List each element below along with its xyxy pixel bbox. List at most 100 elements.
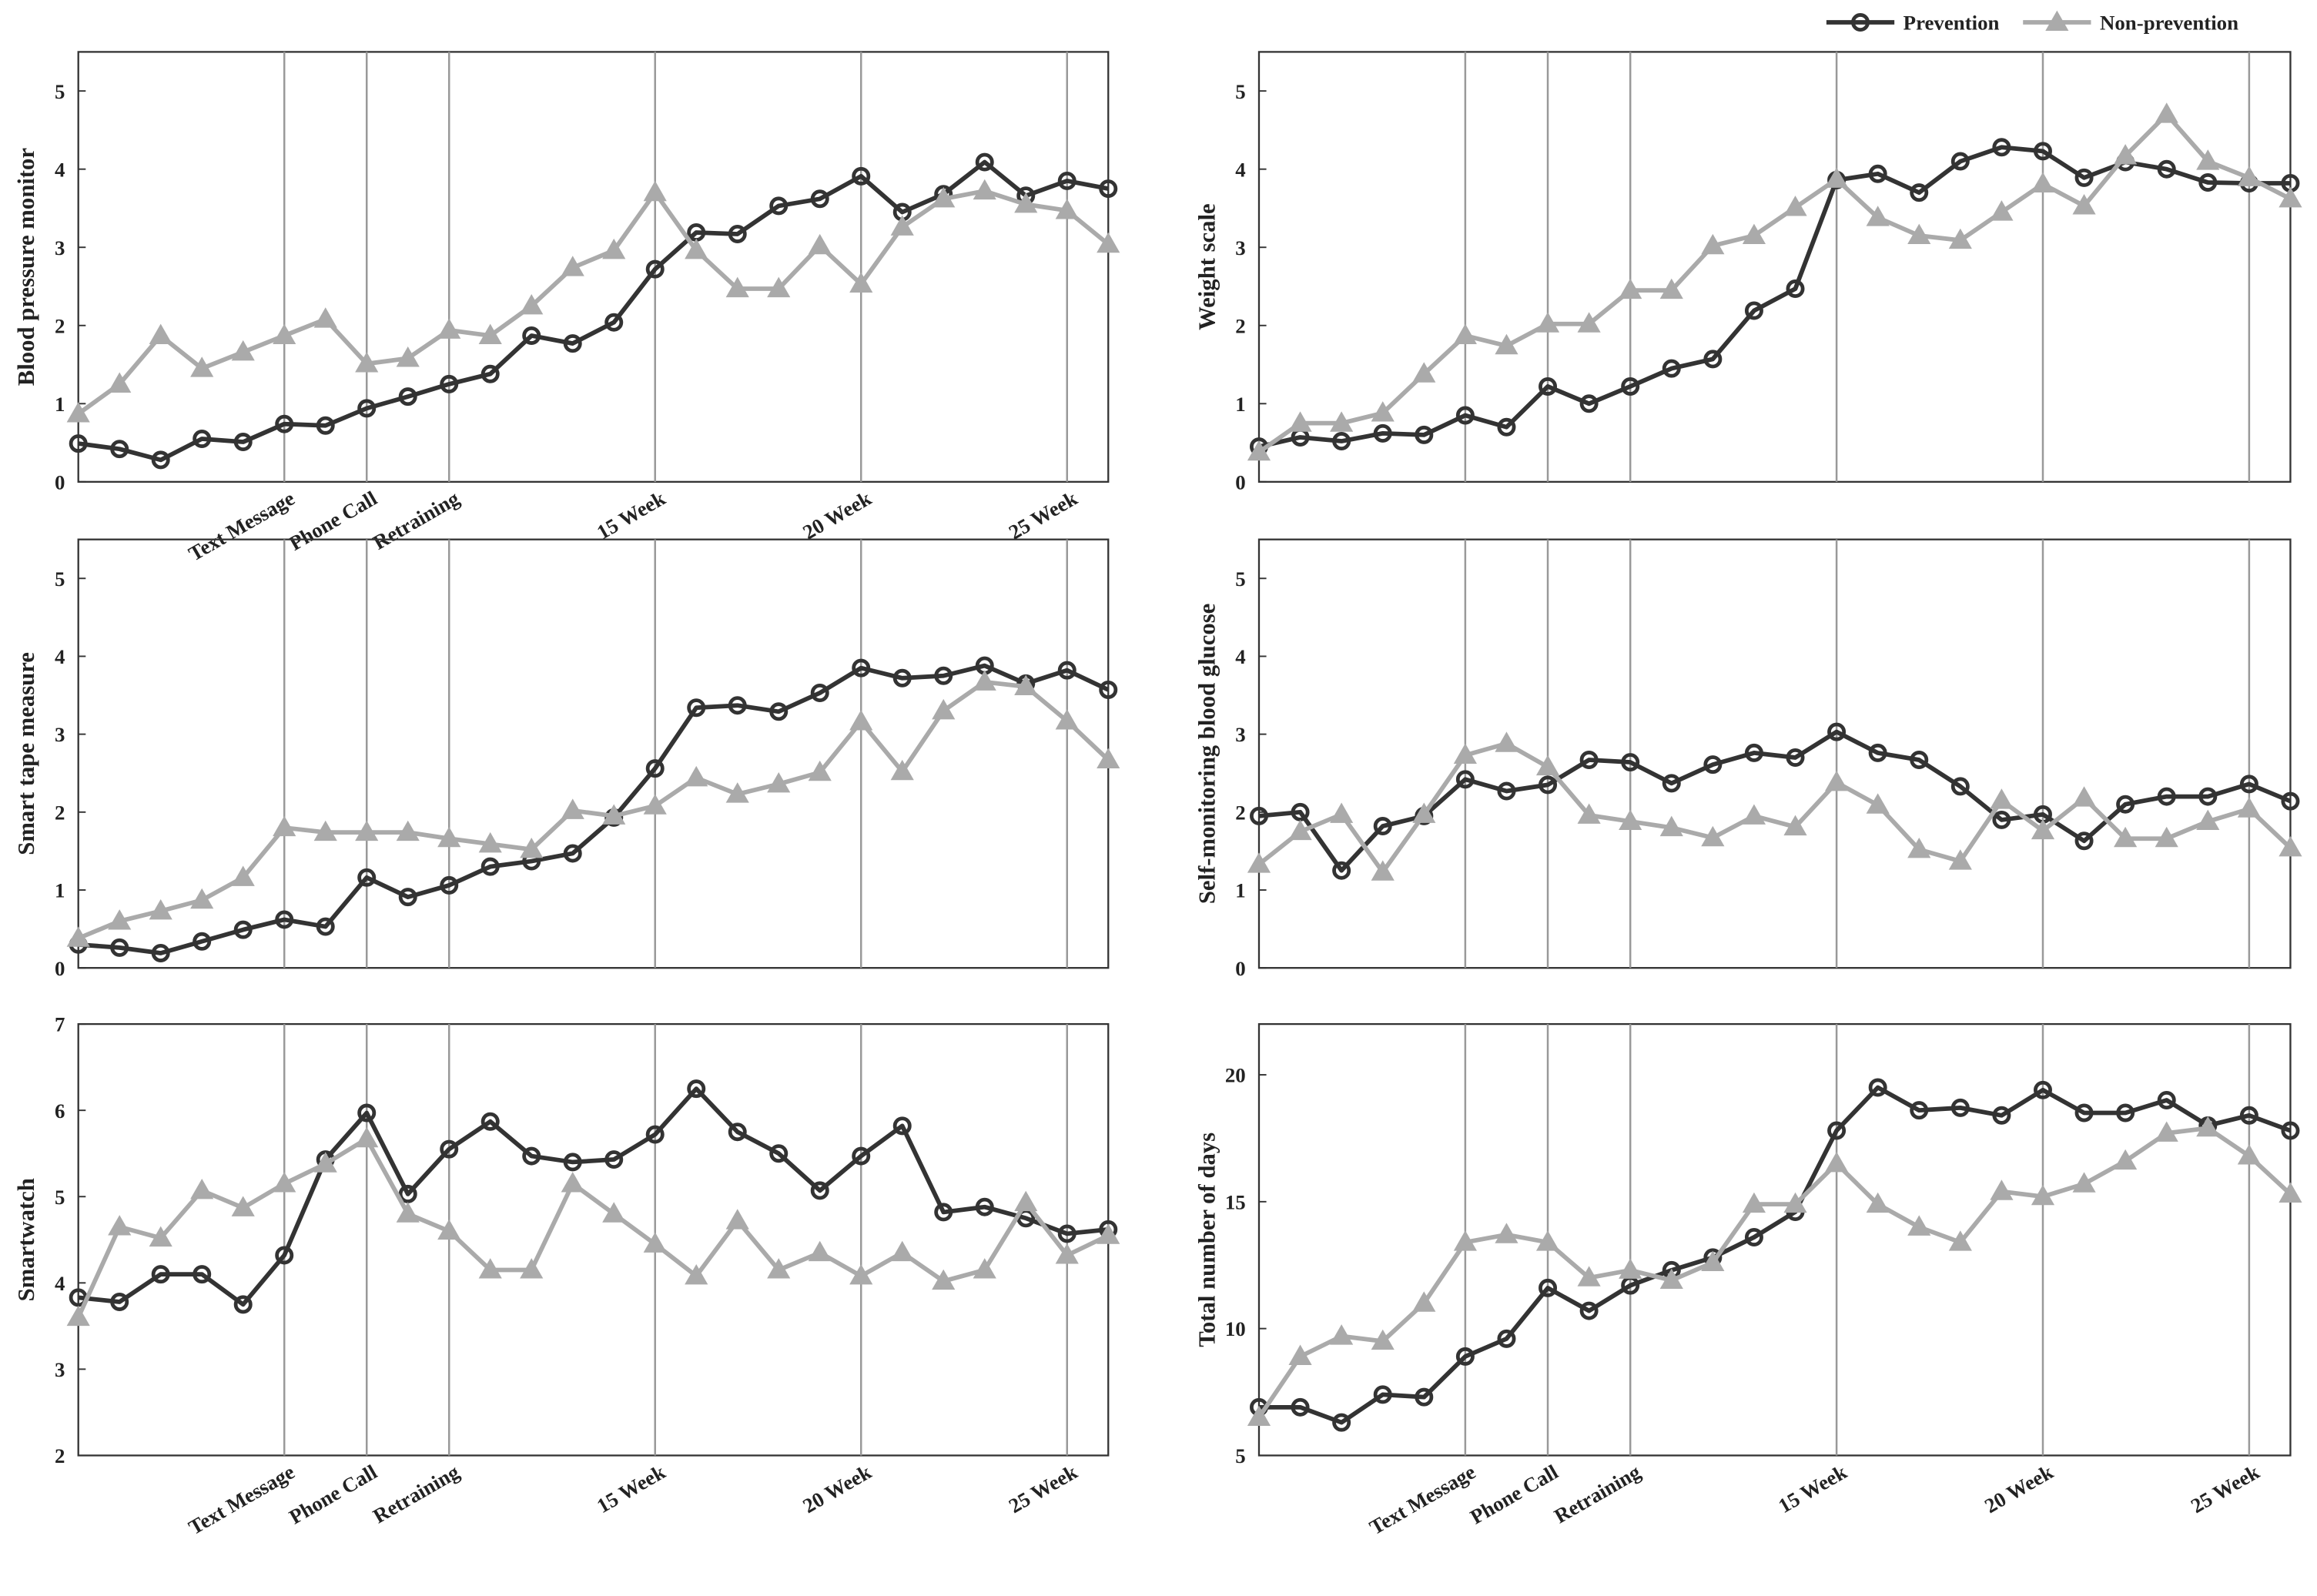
marker	[1497, 781, 1516, 801]
series-line	[77, 189, 1110, 416]
marker	[1783, 1192, 1807, 1213]
marker	[934, 666, 953, 685]
marker	[355, 352, 379, 373]
y-tick-label: 15	[1225, 1190, 1246, 1213]
y-tick-label: 5	[55, 80, 65, 103]
y-tick-label: 4	[1235, 645, 1245, 668]
marker	[1783, 196, 1807, 216]
marker	[478, 831, 502, 853]
marker	[1992, 1106, 2011, 1125]
y-tick-label: 3	[1235, 236, 1245, 259]
marker	[313, 820, 337, 841]
marker	[2237, 797, 2261, 818]
y-tick-label: 5	[1235, 80, 1245, 103]
marker	[687, 1079, 706, 1099]
marker	[275, 1246, 294, 1265]
marker	[1330, 411, 1354, 432]
marker	[1742, 1192, 1766, 1213]
marker	[932, 1269, 956, 1290]
legend-label: Prevention	[1903, 12, 2000, 35]
marker	[1825, 167, 1849, 188]
marker	[1990, 788, 2014, 809]
marker	[1495, 333, 1518, 355]
y-tick-label: 2	[55, 1444, 65, 1467]
marker	[1910, 751, 1929, 770]
marker	[1786, 748, 1805, 767]
marker	[810, 684, 829, 703]
marker	[2045, 10, 2069, 32]
marker	[1453, 1230, 1477, 1251]
marker	[725, 276, 749, 298]
marker	[108, 909, 132, 930]
marker	[2114, 826, 2138, 848]
marker	[1701, 233, 1725, 255]
marker	[2278, 1182, 2302, 1203]
marker	[563, 1153, 582, 1172]
marker	[1249, 806, 1268, 825]
marker	[1014, 674, 1038, 695]
marker	[1825, 1152, 1849, 1173]
marker	[1455, 1347, 1475, 1366]
marker	[2114, 1149, 2138, 1170]
marker	[1703, 350, 1723, 369]
y-tick-label: 3	[55, 1358, 65, 1381]
x-tick-label: 20 Week	[1980, 1460, 2057, 1518]
marker	[1868, 1078, 1887, 1097]
marker	[1948, 849, 1972, 870]
marker	[2157, 787, 2176, 806]
marker	[2031, 172, 2055, 193]
marker	[149, 323, 172, 345]
marker	[1621, 376, 1640, 396]
marker	[769, 196, 789, 216]
marker	[932, 698, 956, 720]
y-tick-label: 4	[55, 1272, 65, 1295]
marker	[602, 804, 626, 825]
y-tick-label: 5	[1235, 567, 1245, 591]
marker	[1866, 1192, 1890, 1213]
marker	[480, 1112, 500, 1131]
marker	[2072, 1172, 2096, 1193]
marker	[973, 670, 996, 691]
marker	[725, 1209, 749, 1230]
y-tick-label: 5	[55, 567, 65, 591]
series-line	[1257, 741, 2292, 875]
marker	[190, 356, 214, 377]
marker	[1373, 817, 1392, 836]
legend-label: Non-prevention	[2100, 12, 2238, 35]
marker	[398, 888, 417, 907]
marker	[396, 820, 420, 841]
x-tick-label: Retraining	[1550, 1460, 1645, 1527]
y-tick-label: 2	[55, 801, 65, 824]
y-axis-label: Smart tape measure	[13, 652, 39, 855]
marker	[728, 1123, 747, 1142]
marker	[1910, 183, 1929, 202]
marker	[313, 307, 337, 328]
marker	[1992, 138, 2011, 157]
series-line	[1258, 729, 2292, 873]
marker	[645, 259, 665, 279]
marker	[687, 698, 706, 718]
marker	[1330, 802, 1354, 823]
marker	[520, 838, 544, 858]
marker	[602, 238, 626, 259]
marker	[1455, 770, 1475, 789]
y-tick-label: 4	[55, 645, 65, 668]
series-line	[1257, 1126, 2292, 1419]
marker	[1827, 722, 1847, 741]
marker	[2196, 809, 2220, 830]
y-tick-label: 7	[55, 1013, 65, 1036]
x-tick-label: 15 Week	[593, 1460, 669, 1518]
marker	[810, 189, 829, 209]
marker	[932, 186, 956, 208]
marker	[1907, 838, 1931, 858]
marker	[975, 152, 994, 172]
x-tick-label: Text Message	[185, 1460, 299, 1540]
marker	[1412, 1291, 1436, 1312]
y-tick-label: 1	[1235, 879, 1245, 902]
marker	[149, 1226, 172, 1247]
marker	[604, 313, 624, 332]
y-tick-label: 2	[1235, 314, 1245, 337]
marker	[2239, 1106, 2258, 1125]
y-tick-label: 3	[55, 723, 65, 746]
marker	[1742, 804, 1766, 825]
